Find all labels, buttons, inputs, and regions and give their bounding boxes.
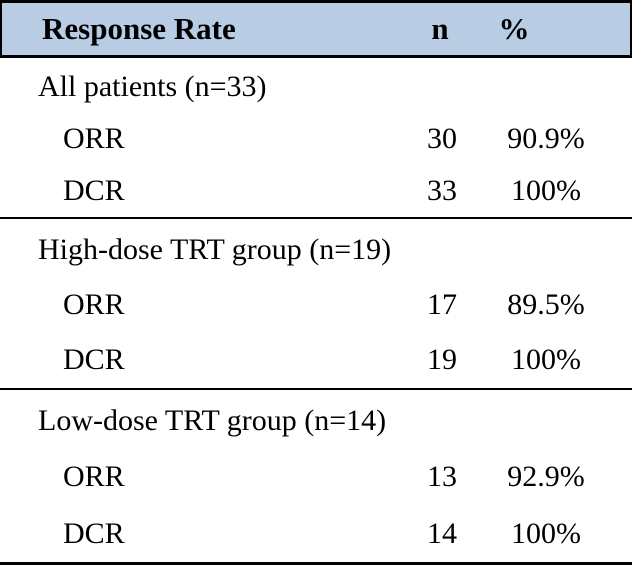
column-header-percent-label: %	[498, 11, 530, 46]
table-row: DCR 33 100%	[0, 165, 632, 217]
group-row: High-dose TRT group (n=19)	[0, 222, 632, 277]
table-row: ORR 30 90.9%	[0, 113, 632, 165]
group-label: Low-dose TRT group (n=14)	[38, 404, 387, 438]
group-row: Low-dose TRT group (n=14)	[0, 393, 632, 449]
row-label: ORR	[63, 122, 125, 155]
row-percent-value: 90.9%	[507, 122, 585, 155]
row-percent-value: 92.9%	[507, 460, 585, 494]
column-header-n: n	[431, 11, 449, 46]
row-percent-value: 89.5%	[507, 287, 585, 321]
table-row: ORR 13 92.9%	[0, 449, 632, 505]
column-header-percent: %	[480, 11, 630, 47]
table-row: DCR 19 100%	[0, 333, 632, 388]
row-n-value: 13	[427, 460, 457, 494]
table-row: ORR 17 89.5%	[0, 277, 632, 332]
row-n-value: 33	[427, 174, 457, 207]
column-header-response-rate: Response Rate	[42, 11, 236, 46]
group-label: All patients (n=33)	[38, 70, 267, 103]
row-label: ORR	[63, 287, 125, 321]
row-label: ORR	[63, 460, 125, 494]
group-row: All patients (n=33)	[0, 61, 632, 113]
section-low-dose: Low-dose TRT group (n=14) ORR 13 92.9% D…	[0, 390, 632, 565]
row-n-value: 30	[427, 122, 457, 155]
group-label: High-dose TRT group (n=19)	[38, 232, 392, 266]
row-n-value: 14	[427, 516, 457, 550]
row-label: DCR	[63, 516, 125, 550]
row-percent-value: 100%	[511, 516, 581, 550]
row-label: DCR	[63, 174, 125, 207]
section-high-dose: High-dose TRT group (n=19) ORR 17 89.5% …	[0, 219, 632, 390]
section-all-patients: All patients (n=33) ORR 30 90.9% DCR 33 …	[0, 58, 632, 219]
row-label: DCR	[63, 343, 125, 377]
table-header-row: Response Rate n %	[0, 0, 632, 58]
row-percent-value: 100%	[511, 343, 581, 377]
row-n-value: 19	[427, 343, 457, 377]
row-percent-value: 100%	[511, 174, 581, 207]
table-row: DCR 14 100%	[0, 506, 632, 562]
row-n-value: 17	[427, 287, 457, 321]
